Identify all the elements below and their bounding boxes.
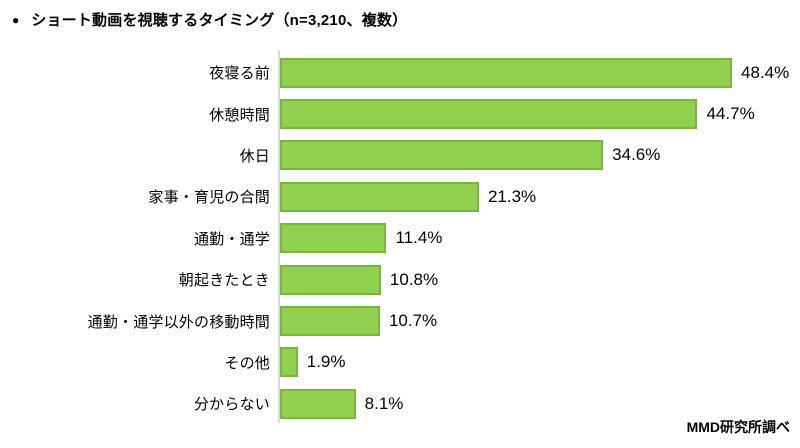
bar — [280, 347, 298, 378]
category-label: 夜寝る前 — [209, 65, 270, 83]
category-label: 休憩時間 — [209, 106, 270, 124]
category-label: 朝起きたとき — [178, 272, 270, 290]
chart-row: 家事・育児の合間 21.3% — [0, 176, 800, 217]
chart-row: 通勤・通学以外の移動時間 10.7% — [0, 300, 800, 341]
bar — [280, 388, 356, 419]
value-label: 21.3% — [487, 186, 537, 206]
chart-title: ショート動画を視聴するタイミング（n=3,210、複数） — [31, 12, 408, 29]
bar — [280, 306, 380, 337]
chart-row: 休日 34.6% — [0, 135, 800, 176]
bar — [280, 181, 479, 212]
value-label: 11.4% — [395, 228, 443, 248]
value-label: 10.8% — [389, 269, 439, 289]
chart-row: 分からない 8.1% — [0, 383, 800, 424]
chart-row: 通勤・通学 11.4% — [0, 218, 800, 259]
category-label: 家事・育児の合間 — [148, 189, 270, 207]
category-label: 分からない — [193, 396, 270, 414]
bar — [280, 264, 381, 295]
category-label: 通勤・通学 — [193, 230, 270, 248]
value-label: 1.9% — [306, 352, 346, 372]
value-label: 44.7% — [706, 104, 755, 124]
chart-row: 夜寝る前 48.4% — [0, 52, 800, 93]
source-note: MMD研究所調べ — [686, 419, 790, 435]
value-label: 8.1% — [364, 393, 404, 413]
chart-row: その他 1.9% — [0, 342, 800, 383]
chart-header: ● ショート動画を視聴するタイミング（n=3,210、複数） — [12, 9, 407, 30]
bullet-icon: ● — [12, 12, 20, 27]
bar-chart: 夜寝る前 48.4% 休憩時間 44.7% 休日 34.6% 家事・育児の合間 21.3% 通勤… — [0, 52, 800, 425]
chart-row: 休憩時間 44.7% — [0, 93, 800, 134]
value-label: 34.6% — [612, 145, 661, 165]
chart-row: 朝起きたとき 10.8% — [0, 259, 800, 300]
value-label: 10.7% — [388, 311, 438, 331]
category-label: 休日 — [239, 147, 270, 165]
bar — [280, 223, 387, 254]
bar — [280, 57, 733, 88]
bar — [280, 99, 698, 130]
value-label: 48.4% — [741, 62, 790, 82]
y-axis-line — [278, 50, 280, 423]
category-label: 通勤・通学以外の移動時間 — [87, 313, 270, 331]
bar — [280, 140, 604, 171]
category-label: その他 — [224, 354, 270, 372]
